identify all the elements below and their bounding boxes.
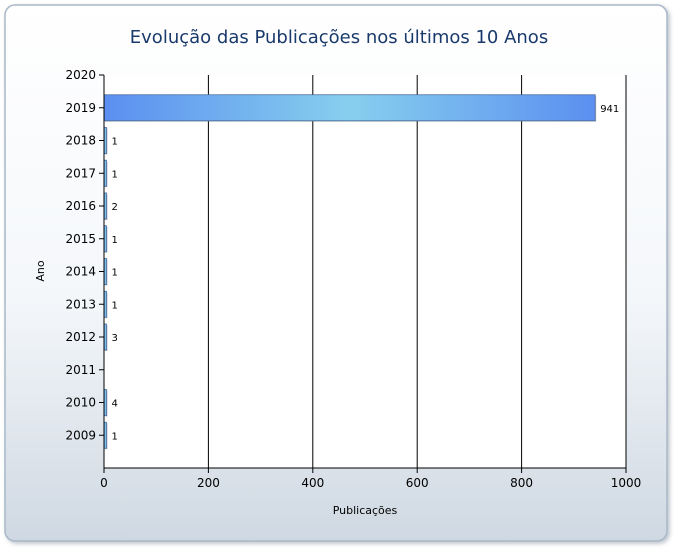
y-tick-label: 2016: [65, 199, 96, 213]
data-label: 1: [112, 268, 118, 279]
x-tick-label: 400: [301, 476, 324, 490]
x-tick-label: 800: [510, 476, 533, 490]
y-tick-label: 2017: [65, 166, 96, 180]
chart-title: Evolução das Publicações nos últimos 10 …: [130, 27, 548, 48]
y-axis-label: Ano: [34, 260, 47, 281]
y-tick-label: 2020: [65, 68, 96, 82]
x-axis: 0 200 400 600 800 1000: [100, 467, 642, 490]
data-label: 1: [112, 300, 118, 311]
data-label: 2: [112, 202, 118, 213]
data-label: 1: [112, 137, 118, 148]
x-tick-label: 600: [406, 476, 429, 490]
y-tick-label: 2018: [65, 134, 96, 148]
y-tick-label: 2013: [65, 297, 96, 311]
x-tick-label: 200: [197, 476, 220, 490]
bars: [103, 94, 597, 450]
x-tick-label: 0: [100, 476, 108, 490]
data-label: 4: [112, 399, 118, 410]
data-label: 1: [112, 235, 118, 246]
x-tick-label: 1000: [611, 476, 642, 490]
data-label: 1: [112, 169, 118, 180]
data-labels: 941 1 1 2 1 1 1 3 4 1: [112, 104, 620, 443]
y-tick-label: 2014: [65, 265, 96, 279]
bar-2019: [103, 94, 596, 122]
plot-area: [104, 75, 626, 468]
x-axis-label: Publicações: [333, 504, 398, 517]
y-tick-label: 2015: [65, 232, 96, 246]
data-label: 1: [112, 431, 118, 442]
y-tick-label: 2009: [65, 428, 96, 442]
y-tick-label: 2019: [65, 101, 96, 115]
y-tick-label: 2012: [65, 330, 96, 344]
y-tick-label: 2010: [65, 396, 96, 410]
data-label: 941: [600, 104, 619, 115]
gridlines: [207, 75, 627, 468]
data-label: 3: [112, 333, 118, 344]
y-axis: 2020 2019 2018 2017 2016 2015 2014 2013 2012 2011…: [65, 68, 105, 468]
y-tick-label: 2011: [65, 363, 96, 377]
